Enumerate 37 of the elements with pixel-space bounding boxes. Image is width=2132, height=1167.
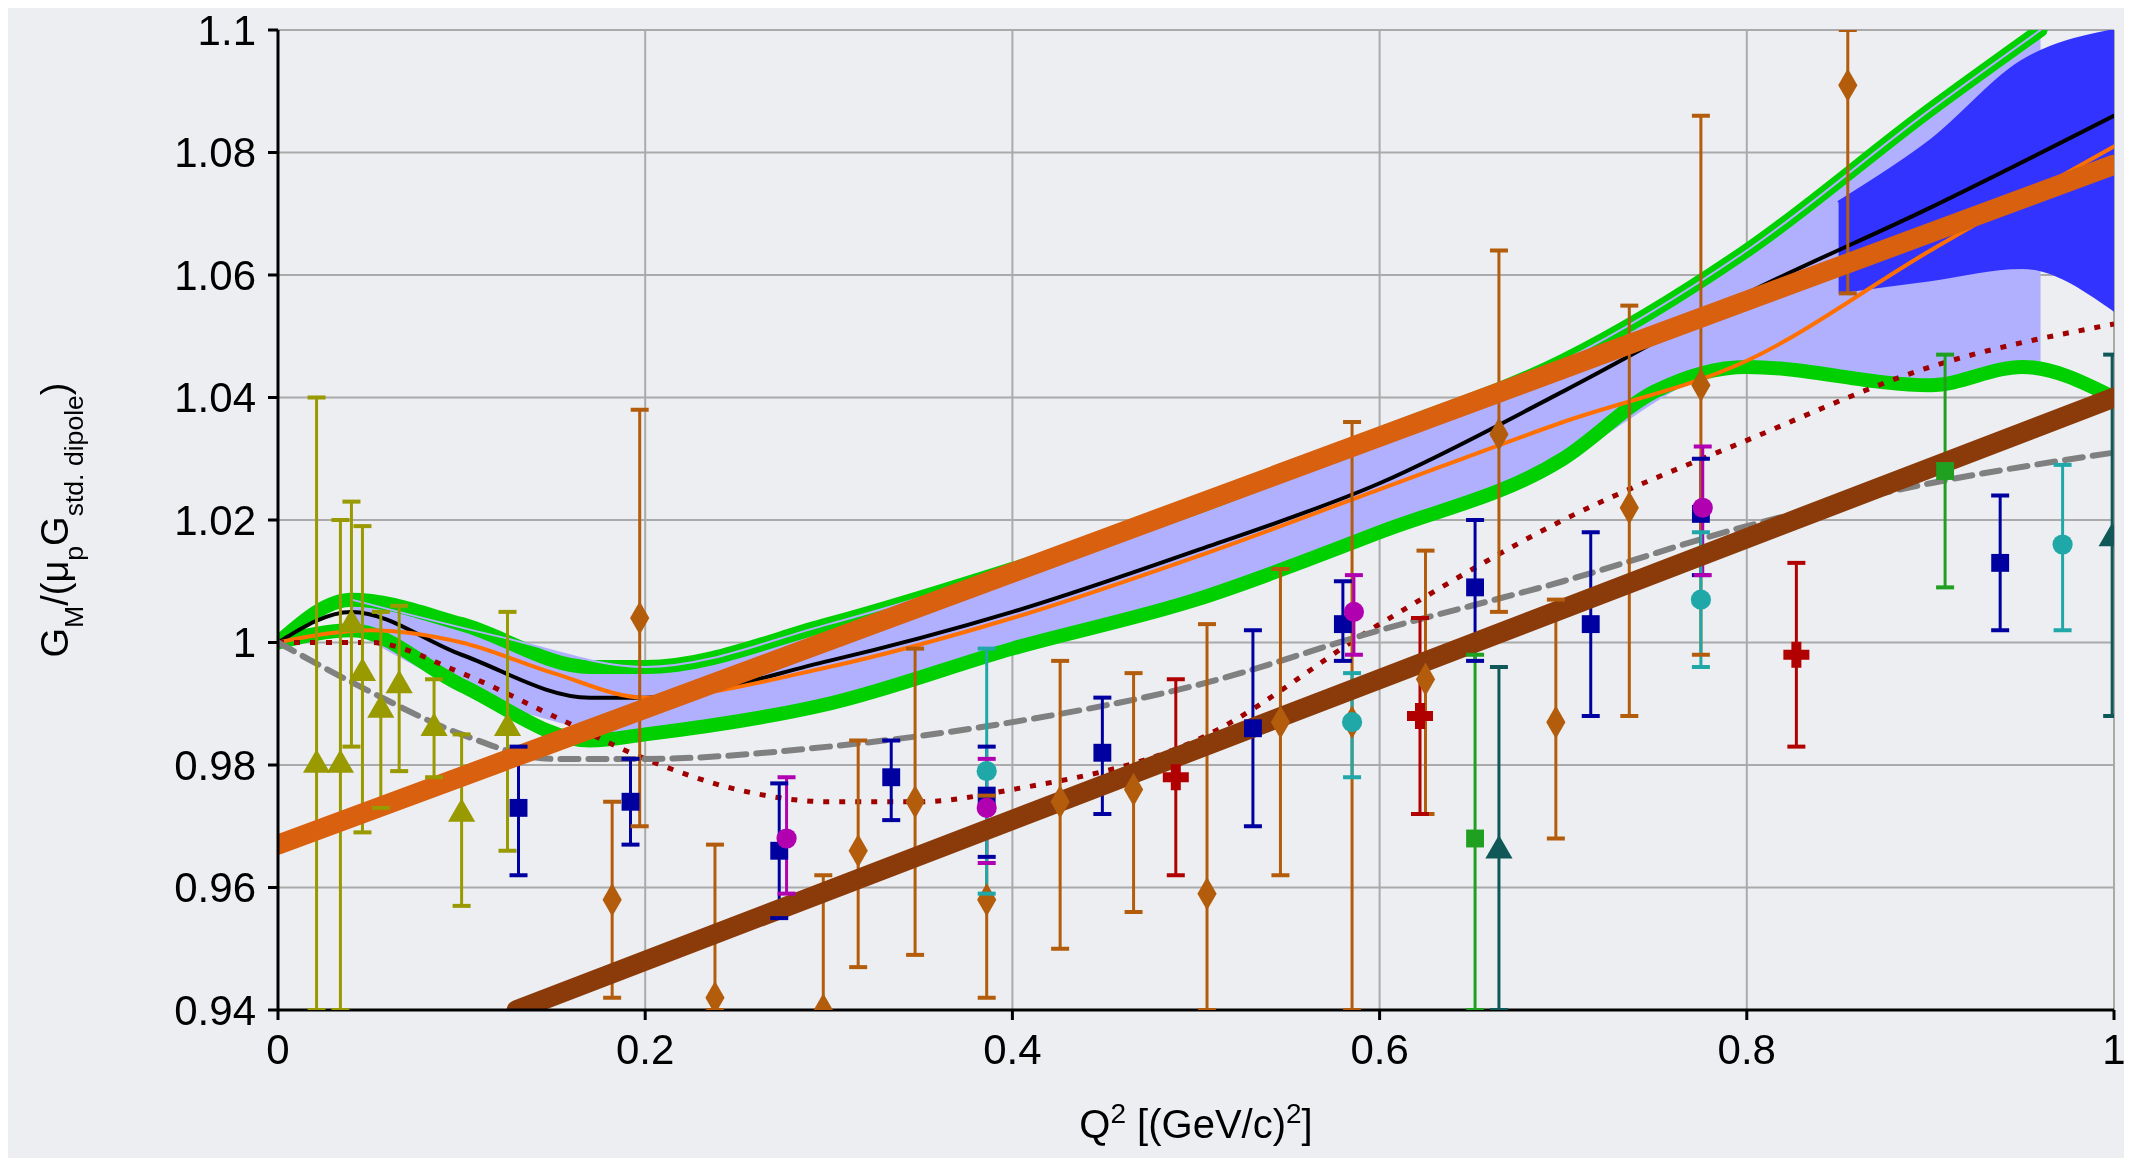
x-tick-label: 0.8 [1717, 1025, 1776, 1073]
y-tick-label: 1.06 [174, 251, 256, 299]
point [1093, 743, 1112, 762]
point [976, 761, 997, 782]
x-tick-label: 1 [2102, 1025, 2126, 1073]
x-tick-label: 0.2 [616, 1025, 675, 1073]
x-axis-title: Q$^{2}$ [(GeV/c)$^{2}$] [1079, 1097, 1313, 1146]
point [1466, 829, 1485, 848]
point [621, 792, 640, 811]
point [509, 798, 528, 817]
y-tick-label: 0.96 [174, 864, 256, 912]
y-tick-label: 0.98 [174, 741, 256, 789]
point [1243, 719, 1262, 738]
point [1783, 641, 1810, 668]
point [1341, 712, 1363, 733]
point [776, 828, 797, 849]
x-tick-label: 0.4 [983, 1025, 1042, 1073]
y-tick-label: 1.08 [174, 129, 256, 177]
point [1581, 615, 1600, 634]
x-tick-label: 0.6 [1350, 1025, 1409, 1073]
y-tick-label: 1.04 [174, 374, 256, 422]
point [1162, 764, 1189, 791]
point [2052, 534, 2073, 555]
y-tick-label: 0.94 [174, 986, 256, 1034]
point [1692, 497, 1713, 518]
point [1690, 589, 1711, 610]
point [976, 797, 997, 818]
point [1466, 578, 1485, 597]
point [1343, 601, 1364, 622]
point [1936, 462, 1955, 480]
point [1991, 553, 2010, 572]
point [1406, 703, 1433, 729]
x-tick-label: 0 [266, 1025, 290, 1073]
point [882, 768, 901, 787]
y-tick-label: 1.02 [174, 496, 256, 544]
y-tick-label: 1.1 [197, 6, 256, 54]
y-tick-label: 1 [232, 619, 256, 667]
